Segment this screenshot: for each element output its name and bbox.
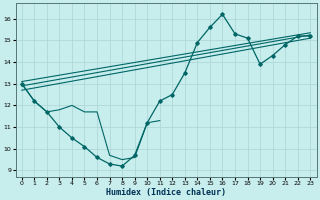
X-axis label: Humidex (Indice chaleur): Humidex (Indice chaleur) [106,188,226,197]
